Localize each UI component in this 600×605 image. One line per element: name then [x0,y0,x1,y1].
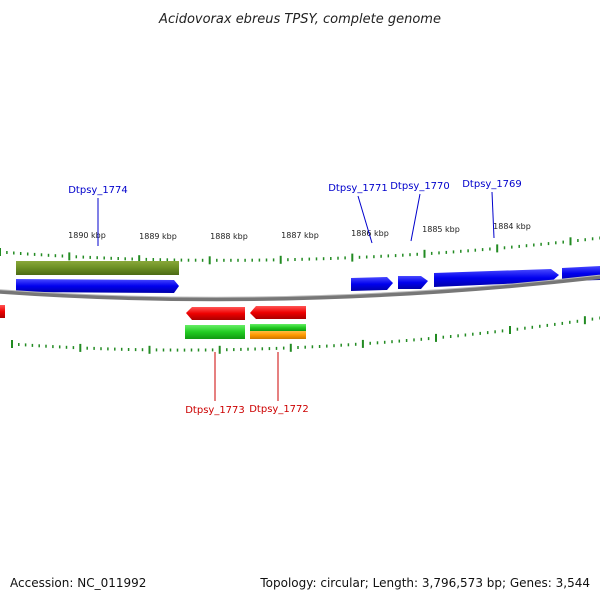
scale-label-1885: 1885 kbp [422,225,460,234]
gene-label-dtpsy-1772[interactable]: Dtpsy_1772 [249,404,309,415]
feature-orange-block[interactable] [250,331,306,339]
cds-dtpsy-1774[interactable] [16,279,179,293]
leader-dtpsy-1769 [491,191,495,239]
scale-ticks-bottom [11,316,600,354]
gene-label-dtpsy-1773[interactable]: Dtpsy_1773 [185,405,245,416]
scale-label-1889: 1889 kbp [139,232,177,241]
scale-label-1890: 1890 kbp [68,231,106,240]
feature-green-block-2[interactable] [250,324,306,331]
gene-label-dtpsy-1771[interactable]: Dtpsy_1771 [328,183,388,194]
gene-label-dtpsy-1774[interactable]: Dtpsy_1774 [68,185,128,196]
cds-edge-left[interactable] [0,305,5,318]
feature-green-block-1[interactable] [185,325,245,339]
gene-label-dtpsy-1770[interactable]: Dtpsy_1770 [390,181,450,192]
cds-dtpsy-1770[interactable] [398,276,428,289]
accession-text: Accession: NC_011992 [10,576,147,590]
leader-dtpsy-1770 [410,193,421,242]
cds-dtpsy-1772[interactable] [250,306,306,319]
genome-backbone [0,275,600,302]
cds-dtpsy-1773[interactable] [186,307,245,320]
scale-label-1888: 1888 kbp [210,232,248,241]
reverse-strand-track [0,305,306,320]
scale-ticks-top [0,236,600,265]
scale-labels: 1890 kbp 1889 kbp 1888 kbp 1887 kbp 1886… [68,222,531,241]
scale-label-1884: 1884 kbp [493,222,531,231]
topology-summary-text: Topology: circular; Length: 3,796,573 bp… [260,576,590,590]
scale-label-1887: 1887 kbp [281,231,319,240]
feature-olive-block[interactable] [16,261,179,275]
gene-label-dtpsy-1769[interactable]: Dtpsy_1769 [462,179,522,190]
scale-label-1886: 1886 kbp [351,229,389,238]
cds-dtpsy-1771[interactable] [351,277,393,291]
leader-dtpsy-1771 [357,195,373,244]
forward-strand-track [16,266,600,293]
genome-backbone-highlight [0,274,600,298]
map-title: Acidovorax ebreus TPSY, complete genome [158,12,441,27]
